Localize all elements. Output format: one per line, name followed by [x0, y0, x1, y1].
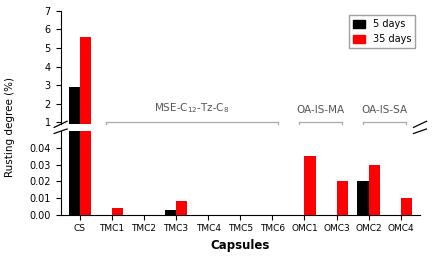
Bar	[69, 87, 80, 141]
Bar	[336, 181, 348, 215]
Text: OA-IS-MA: OA-IS-MA	[297, 105, 345, 115]
Bar	[69, 0, 80, 215]
Text: OA-IS-SA: OA-IS-SA	[362, 105, 408, 115]
X-axis label: Capsules: Capsules	[210, 239, 270, 252]
Legend: 5 days, 35 days: 5 days, 35 days	[349, 15, 415, 48]
Bar	[165, 210, 176, 215]
Bar	[401, 198, 412, 215]
Bar	[176, 201, 187, 215]
Bar	[80, 37, 91, 141]
Text: MSE-C$_{12}$-Tz-C$_{8}$: MSE-C$_{12}$-Tz-C$_{8}$	[155, 101, 230, 115]
Bar	[304, 140, 316, 141]
Bar	[357, 181, 368, 215]
Text: Rusting degree (%): Rusting degree (%)	[4, 77, 15, 177]
Bar	[112, 208, 123, 215]
Bar	[80, 0, 91, 215]
Bar	[304, 156, 316, 215]
Bar	[368, 140, 380, 141]
Bar	[368, 165, 380, 215]
